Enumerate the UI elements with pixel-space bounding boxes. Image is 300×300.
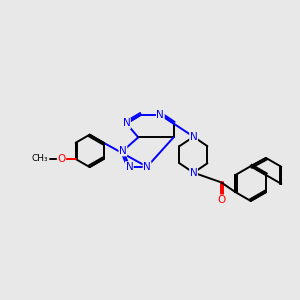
Text: N: N <box>119 146 127 156</box>
Text: N: N <box>125 162 133 172</box>
Text: N: N <box>190 132 197 142</box>
Text: N: N <box>190 168 197 178</box>
Text: O: O <box>57 154 66 164</box>
Text: CH₃: CH₃ <box>32 154 48 164</box>
Text: N: N <box>143 162 151 172</box>
Text: O: O <box>217 195 225 205</box>
Text: N: N <box>123 118 130 128</box>
Text: N: N <box>156 110 164 120</box>
